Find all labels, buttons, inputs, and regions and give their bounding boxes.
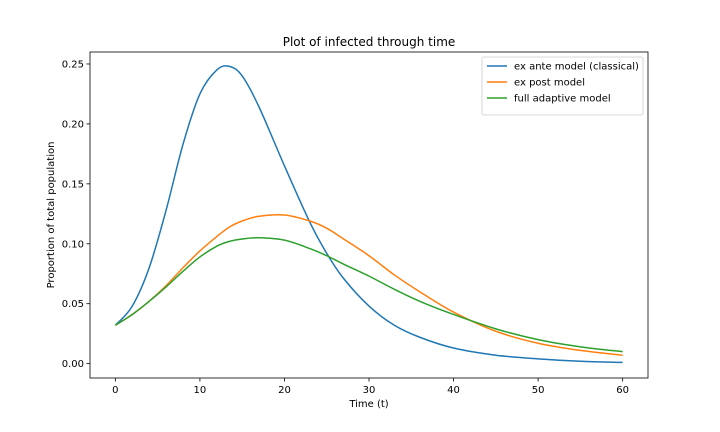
series-line-0: [114, 65, 623, 364]
y-tick-label: 0.20: [62, 119, 84, 130]
x-tick-label: 50: [532, 385, 545, 396]
legend-box: [481, 56, 644, 116]
y-tick-label: 0.25: [62, 59, 84, 70]
y-tick-label: 0.05: [62, 299, 84, 310]
x-tick-label: 30: [363, 385, 376, 396]
x-tick-label: 20: [278, 385, 291, 396]
y-axis-label: Proportion of total population: [46, 142, 57, 289]
series-line-2: [114, 236, 623, 353]
legend-label-2: full adaptive model: [514, 94, 611, 105]
legend-label-1: ex post model: [514, 78, 585, 89]
legend-label-0: ex ante model (classical): [514, 62, 639, 73]
y-tick-label: 0.00: [62, 359, 84, 370]
x-tick-label: 40: [447, 385, 460, 396]
series-line-1: [114, 213, 623, 356]
x-axis-label: Time (t): [348, 399, 388, 410]
legend: ex ante model (classical) ex post model fu…: [481, 56, 644, 116]
x-tick-label: 60: [616, 385, 629, 396]
x-tick-label: 0: [112, 385, 118, 396]
x-tick-label: 10: [194, 385, 207, 396]
y-tick-label: 0.15: [62, 179, 84, 190]
y-tick-label: 0.10: [62, 239, 84, 250]
chart-title: Plot of infected through time: [283, 35, 456, 49]
